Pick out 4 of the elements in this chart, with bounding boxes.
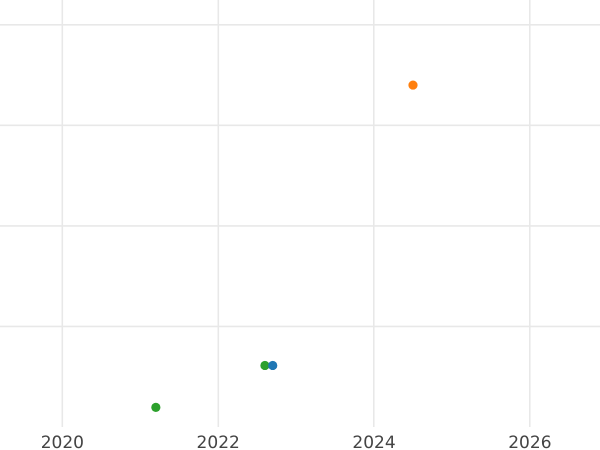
x-tick-label: 2024	[352, 432, 396, 450]
x-tick-label: 2020	[40, 432, 84, 450]
x-tick-label: 2022	[196, 432, 240, 450]
x-tick-label: 2026	[508, 432, 552, 450]
